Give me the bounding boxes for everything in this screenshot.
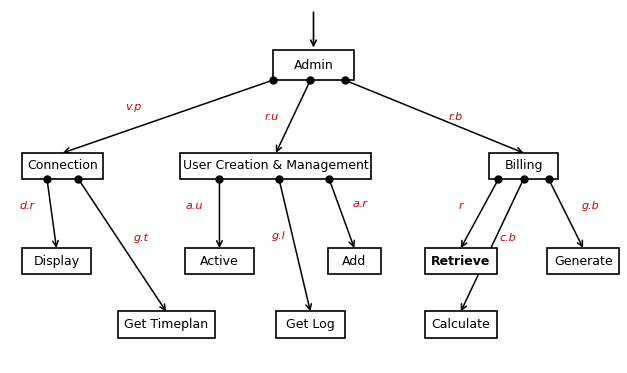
Bar — [276, 311, 345, 338]
Text: Active: Active — [200, 255, 239, 267]
Bar — [273, 50, 354, 80]
Text: Get Log: Get Log — [286, 318, 335, 331]
Text: Generate: Generate — [554, 255, 613, 267]
Text: Admin: Admin — [293, 59, 334, 72]
Bar — [425, 311, 497, 338]
Text: Get Timeplan: Get Timeplan — [124, 318, 208, 331]
Bar — [489, 153, 558, 179]
Text: a.u: a.u — [186, 201, 203, 211]
Text: d.r: d.r — [19, 201, 34, 211]
Text: c.b: c.b — [500, 233, 516, 243]
Text: Calculate: Calculate — [431, 318, 490, 331]
Text: Add: Add — [342, 255, 366, 267]
Bar — [181, 153, 372, 179]
Text: g.b: g.b — [582, 201, 600, 211]
Bar — [185, 248, 254, 274]
Text: Connection: Connection — [28, 160, 98, 172]
Text: r.b: r.b — [449, 112, 463, 122]
Bar — [22, 248, 91, 274]
Text: Retrieve: Retrieve — [431, 255, 490, 267]
Bar — [327, 248, 381, 274]
Text: g.l: g.l — [272, 231, 286, 241]
Text: Display: Display — [33, 255, 80, 267]
Bar — [118, 311, 214, 338]
Bar — [547, 248, 619, 274]
Text: a.r: a.r — [353, 199, 368, 209]
Text: g.t: g.t — [134, 233, 149, 243]
Text: User Creation & Management: User Creation & Management — [183, 160, 369, 172]
Text: r: r — [458, 201, 463, 211]
Bar — [22, 153, 103, 179]
Text: v.p: v.p — [125, 102, 142, 112]
Text: r.u: r.u — [264, 112, 278, 122]
Text: Billing: Billing — [504, 160, 543, 172]
Bar — [425, 248, 497, 274]
